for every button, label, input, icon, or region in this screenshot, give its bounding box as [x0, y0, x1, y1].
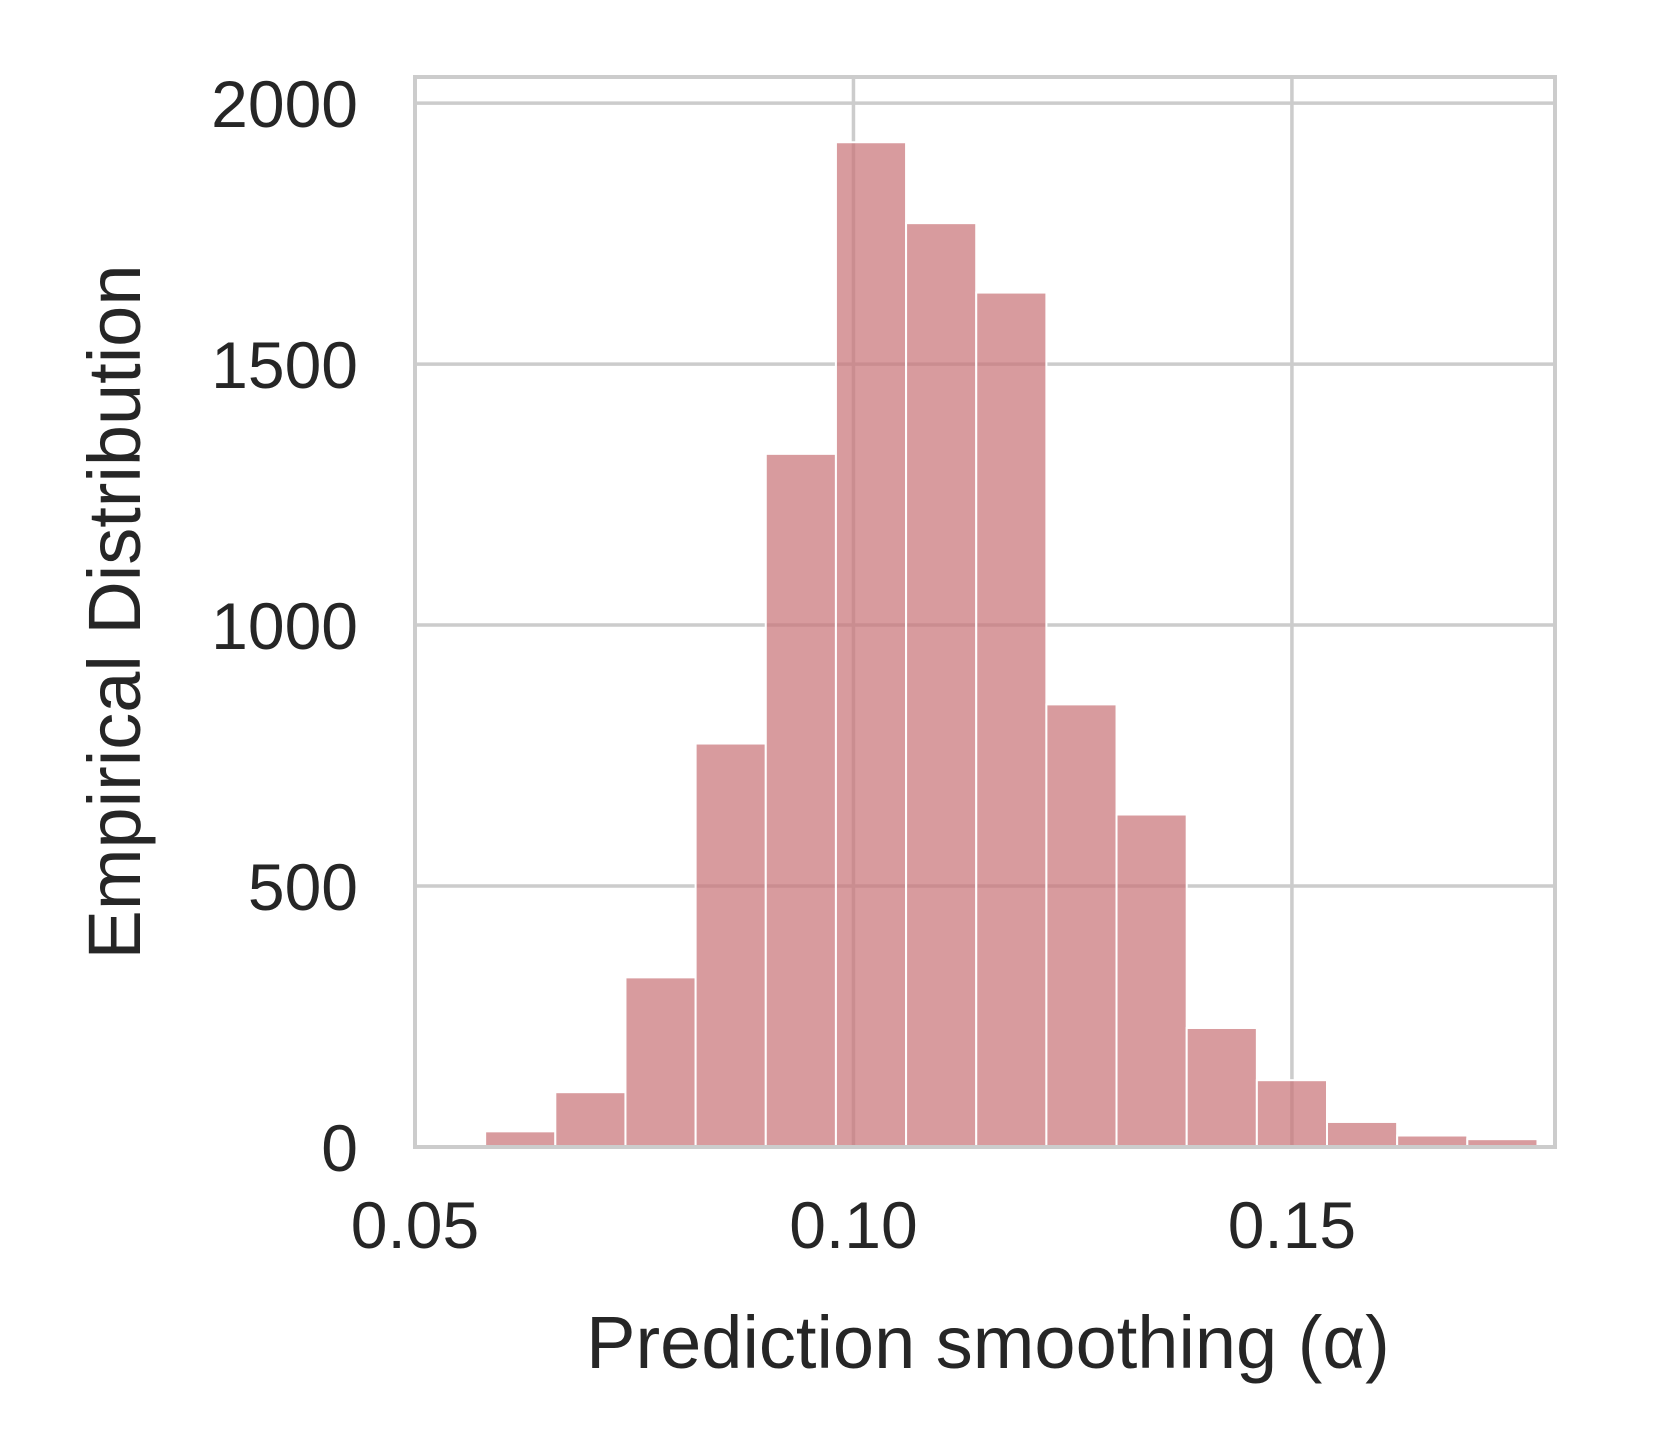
histogram-bar-10	[1115, 813, 1188, 1149]
histogram-bar-13	[1326, 1120, 1399, 1148]
histogram-bars	[484, 141, 1539, 1149]
y-tick-label: 500	[248, 850, 358, 924]
histogram-bar-6	[834, 141, 908, 1148]
y-axis-label: Empirical Distribution	[73, 265, 156, 960]
histogram-bar-9	[1045, 703, 1118, 1148]
histogram-bar-2	[554, 1091, 627, 1148]
histogram-bar-5	[764, 452, 837, 1149]
histogram-bar-3	[624, 976, 697, 1148]
histogram-bar-11	[1185, 1026, 1258, 1148]
histogram-bar-4	[694, 742, 767, 1148]
y-tick-label: 0	[321, 1111, 358, 1185]
y-tick-label: 2000	[211, 67, 358, 141]
x-axis-label: Prediction smoothing (α)	[586, 1301, 1390, 1384]
plot-frame	[413, 75, 1557, 1149]
x-tick-label: 0.05	[351, 1188, 479, 1262]
histogram-bar-12	[1255, 1079, 1329, 1148]
histogram-bar-7	[905, 222, 978, 1148]
x-tick-label: 0.10	[789, 1188, 917, 1262]
x-tick-labels: 0.05 0.10 0.15	[351, 1188, 1356, 1262]
histogram-bar-8	[975, 291, 1048, 1148]
histogram-bar-1	[484, 1130, 557, 1148]
y-tick-labels: 0 500 1000 1500 2000	[211, 67, 358, 1185]
y-tick-label: 1000	[211, 589, 358, 663]
y-tick-label: 1500	[211, 328, 358, 402]
x-tick-label: 0.15	[1228, 1188, 1356, 1262]
